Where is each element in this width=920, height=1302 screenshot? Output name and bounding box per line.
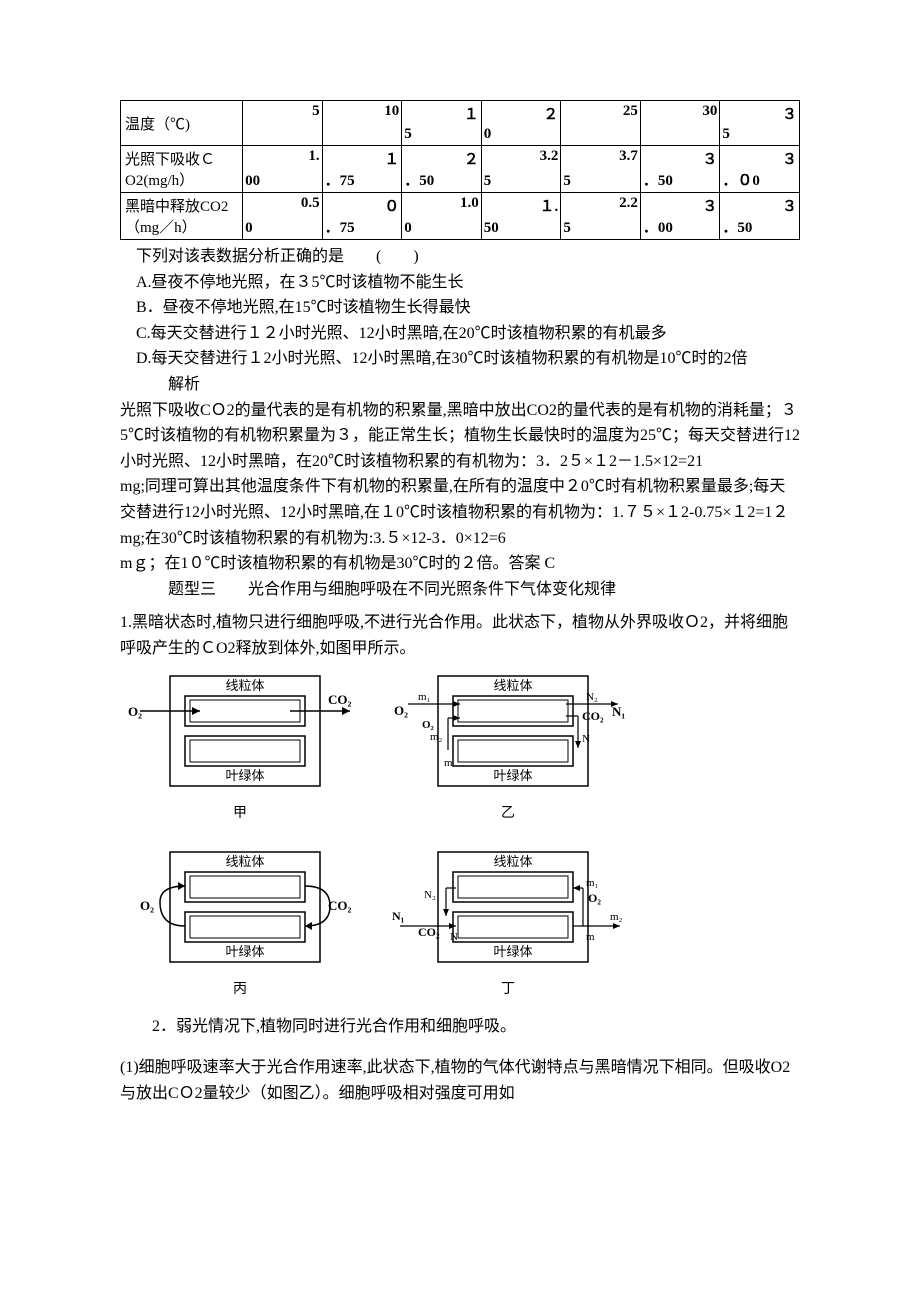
svg-text:叶绿体: 叶绿体 bbox=[493, 768, 532, 783]
svg-text:m₁: m₁ bbox=[586, 877, 599, 889]
svg-text:N: N bbox=[582, 733, 590, 745]
svg-text:CO₂: CO₂ bbox=[328, 692, 352, 707]
table-cell: 00.5 bbox=[243, 193, 323, 240]
analysis-heading: 解析 bbox=[120, 372, 800, 398]
svg-text:O₂: O₂ bbox=[394, 703, 408, 718]
table-cell: ．75１ bbox=[322, 146, 402, 193]
diagram-grid: 线粒体 叶绿体 O₂ CO₂ 甲 线粒体 bbox=[120, 670, 660, 998]
table-row-header: 温度（℃) bbox=[121, 101, 243, 146]
svg-text:m: m bbox=[444, 757, 453, 769]
option-a: A.昼夜不停地光照，在３5℃时该植物不能生长 bbox=[120, 270, 800, 296]
diagram-label-bing: 丙 bbox=[120, 978, 360, 998]
svg-text:m: m bbox=[586, 931, 595, 943]
diagram-label-jia: 甲 bbox=[120, 802, 360, 822]
section-heading: 题型三 光合作用与细胞呼吸在不同光照条件下气体变化规律 bbox=[120, 577, 800, 603]
table-cell: 5３ bbox=[720, 101, 800, 146]
table-cell: 25 bbox=[561, 101, 641, 146]
table-cell: ．50３ bbox=[640, 146, 720, 193]
table-cell: 53.7 bbox=[561, 146, 641, 193]
point-1: 1.黑暗状态时,植物只进行细胞呼吸,不进行光合作用。此状态下，植物从外界吸收Ｏ2… bbox=[120, 610, 800, 661]
diagram-label-ding: 丁 bbox=[388, 978, 628, 998]
svg-text:CO₂: CO₂ bbox=[328, 898, 352, 913]
table-cell: 01.0 bbox=[402, 193, 482, 240]
data-table: 温度（℃)5105１0２25305３ 光照下吸收ＣO2(mg/h）001.．75１… bbox=[120, 100, 800, 240]
table-cell: 001. bbox=[243, 146, 323, 193]
table-cell: 5１ bbox=[402, 101, 482, 146]
svg-text:N₁: N₁ bbox=[612, 704, 625, 719]
diagram-bing: 线粒体 叶绿体 O₂ CO₂ 丙 bbox=[120, 846, 360, 998]
table-cell: ．50３ bbox=[720, 193, 800, 240]
svg-text:CO₂: CO₂ bbox=[582, 709, 604, 723]
table-cell: ．00３ bbox=[640, 193, 720, 240]
svg-text:线粒体: 线粒体 bbox=[225, 854, 264, 869]
svg-text:m₁: m₁ bbox=[418, 691, 431, 703]
table-cell: 10 bbox=[322, 101, 402, 146]
diagram-label-yi: 乙 bbox=[388, 802, 628, 822]
analysis-text-3: mg;在30℃时该植物积累的有机物为:3.５×12-3．0×12=6 bbox=[120, 526, 800, 552]
analysis-text-1: 光照下吸收CＯ2的量代表的是有机物的积累量,黑暗中放出CO2的量代表的是有机物的… bbox=[120, 398, 800, 475]
body-text-2: 2．弱光情况下,植物同时进行光合作用和细胞呼吸。 (1)细胞呼吸速率大于光合作用… bbox=[120, 1006, 800, 1107]
svg-text:线粒体: 线粒体 bbox=[493, 678, 532, 693]
svg-text:CO₂: CO₂ bbox=[418, 925, 440, 939]
analysis-text-2: mg;同理可算出其他温度条件下有机物的积累量,在所有的温度中２0℃时有机物积累量… bbox=[120, 474, 800, 525]
diagram-ding: 线粒体 叶绿体 m₁ O₂ m₂ m N₁ bbox=[388, 846, 628, 998]
table-cell: 53.2 bbox=[481, 146, 561, 193]
svg-text:N₂: N₂ bbox=[586, 691, 598, 703]
svg-text:O₂: O₂ bbox=[422, 719, 435, 731]
body-text: 下列对该表数据分析正确的是 ( ) A.昼夜不停地光照，在３5℃时该植物不能生长… bbox=[120, 244, 800, 662]
point-2: 2．弱光情况下,植物同时进行光合作用和细胞呼吸。 bbox=[120, 1014, 800, 1040]
table-cell: 0２ bbox=[481, 101, 561, 146]
chloro-label: 叶绿体 bbox=[225, 768, 264, 783]
mito-label: 线粒体 bbox=[225, 678, 264, 693]
svg-text:线粒体: 线粒体 bbox=[493, 854, 532, 869]
option-b: B．昼夜不停地光照,在15℃时该植物生长得最快 bbox=[120, 295, 800, 321]
svg-text:O₂: O₂ bbox=[588, 891, 601, 905]
table-cell: 50１. bbox=[481, 193, 561, 240]
svg-text:叶绿体: 叶绿体 bbox=[493, 944, 532, 959]
svg-text:O₂: O₂ bbox=[140, 898, 154, 913]
table-cell: ．50２ bbox=[402, 146, 482, 193]
svg-text:m₂: m₂ bbox=[430, 731, 443, 743]
svg-text:O₂: O₂ bbox=[128, 704, 142, 719]
svg-text:N: N bbox=[450, 931, 458, 943]
point-2-1: (1)细胞呼吸速率大于光合作用速率,此状态下,植物的气体代谢特点与黑暗情况下相同… bbox=[120, 1055, 800, 1106]
table-row-header: 黑暗中释放CO2（mg／h） bbox=[121, 193, 243, 240]
table-cell: ．０0３ bbox=[720, 146, 800, 193]
option-d: D.每天交替进行１2小时光照、12小时黑暗,在30℃时该植物积累的有机物是10℃… bbox=[120, 346, 800, 372]
table-cell: 5 bbox=[243, 101, 323, 146]
svg-text:N₂: N₂ bbox=[424, 889, 436, 901]
table-row-header: 光照下吸收ＣO2(mg/h） bbox=[121, 146, 243, 193]
svg-text:N₁: N₁ bbox=[392, 909, 405, 923]
svg-text:叶绿体: 叶绿体 bbox=[225, 944, 264, 959]
table-cell: 30 bbox=[640, 101, 720, 146]
table-cell: ．75０ bbox=[322, 193, 402, 240]
analysis-text-4: mｇ；在1０℃时该植物积累的有机物是30℃时的２倍。答案 C bbox=[120, 551, 800, 577]
diagram-yi: 线粒体 叶绿体 m₁ O₂ O₂ m₂ m N₂ N₁ bbox=[388, 670, 628, 822]
diagram-jia: 线粒体 叶绿体 O₂ CO₂ 甲 bbox=[120, 670, 360, 822]
option-c: C.每天交替进行１２小时光照、12小时黑暗,在20℃时该植物积累的有机最多 bbox=[120, 321, 800, 347]
table-cell: 52.2 bbox=[561, 193, 641, 240]
svg-text:m₂: m₂ bbox=[610, 911, 623, 923]
question-stem: 下列对该表数据分析正确的是 ( ) bbox=[120, 244, 800, 270]
